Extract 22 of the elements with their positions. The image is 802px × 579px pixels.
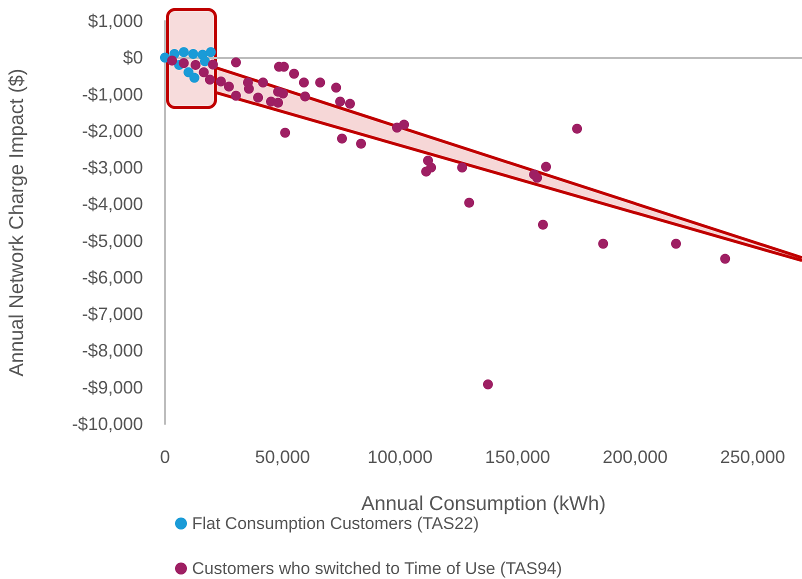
y-tick-label: -$3,000 xyxy=(82,158,143,178)
y-tick-label: -$9,000 xyxy=(82,377,143,398)
x-axis-title: Annual Consumption (kWh) xyxy=(361,493,606,515)
y-tick-label: -$7,000 xyxy=(82,304,143,324)
y-tick-label: -$2,000 xyxy=(82,120,143,141)
y-tick-label: $1,000 xyxy=(88,11,143,31)
x-tick-label: 100,000 xyxy=(368,447,433,467)
y-tick-label: -$4,000 xyxy=(82,194,143,214)
y-tick-label: -$10,000 xyxy=(72,414,143,434)
x-tick-label: 150,000 xyxy=(485,447,550,467)
x-tick-label: 0 xyxy=(160,447,170,467)
y-tick-label: $0 xyxy=(122,48,143,68)
y-tick-label: -$5,000 xyxy=(82,230,143,251)
legend-label: Flat Consumption Customers (TAS22) xyxy=(192,514,479,533)
x-tick-label: 250,000 xyxy=(720,447,786,467)
y-tick-label: -$6,000 xyxy=(82,267,143,288)
y-axis-title: Annual Network Charge Impact ($) xyxy=(6,68,28,376)
y-tick-label: -$8,000 xyxy=(82,340,143,361)
legend-label: Customers who switched to Time of Use (TAS94) xyxy=(192,559,562,578)
y-tick-label: -$1,000 xyxy=(82,84,143,104)
x-tick-label: 200,000 xyxy=(602,447,668,467)
x-tick-label: 50,000 xyxy=(254,447,310,467)
